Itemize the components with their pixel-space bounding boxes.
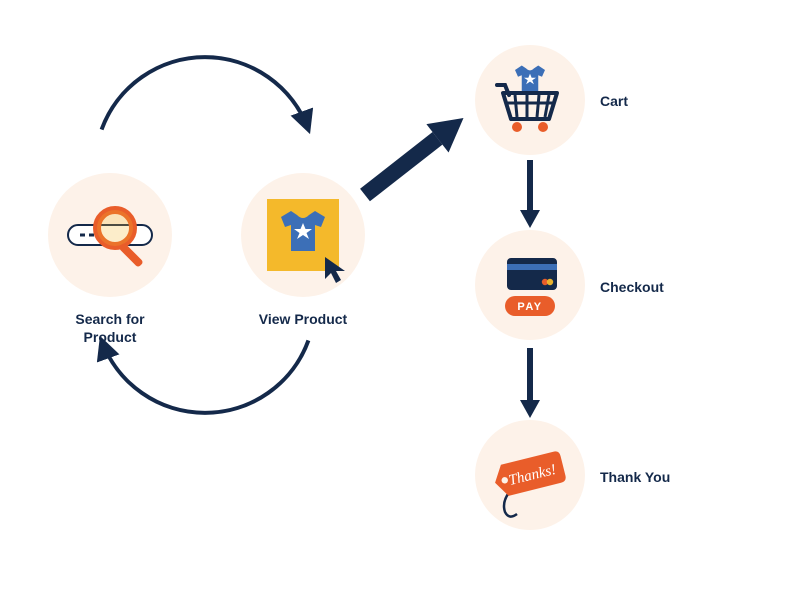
product-click-icon <box>253 185 353 285</box>
edge-view-to-search <box>102 340 309 412</box>
magnifier-icon <box>60 185 160 285</box>
label-view: View Product <box>253 310 353 328</box>
flowchart-canvas: Search for Product View Product <box>0 0 800 600</box>
edge-search-to-view <box>102 57 309 129</box>
label-checkout: Checkout <box>600 278 690 296</box>
label-cart-text: Cart <box>600 93 628 109</box>
label-search-text: Search for Product <box>75 311 144 345</box>
node-checkout: PAY <box>475 230 585 340</box>
node-search <box>48 173 172 297</box>
label-thanks-text: Thank You <box>600 469 670 485</box>
label-checkout-text: Checkout <box>600 279 664 295</box>
label-view-text: View Product <box>259 311 347 327</box>
edges-layer <box>0 0 800 600</box>
edge-view-to-cart <box>354 104 475 209</box>
edge-checkout-to-thanks-head <box>520 400 540 418</box>
cart-icon <box>485 55 575 145</box>
label-thanks: Thank You <box>600 468 700 486</box>
edge-cart-to-checkout-head <box>520 210 540 228</box>
node-view <box>241 173 365 297</box>
node-thanks: Thanks! <box>475 420 585 530</box>
label-search: Search for Product <box>50 310 170 346</box>
svg-text:PAY: PAY <box>517 301 542 313</box>
label-cart: Cart <box>600 92 680 110</box>
thanks-tag-icon: Thanks! <box>483 428 578 523</box>
node-cart <box>475 45 585 155</box>
checkout-icon: PAY <box>485 240 575 330</box>
